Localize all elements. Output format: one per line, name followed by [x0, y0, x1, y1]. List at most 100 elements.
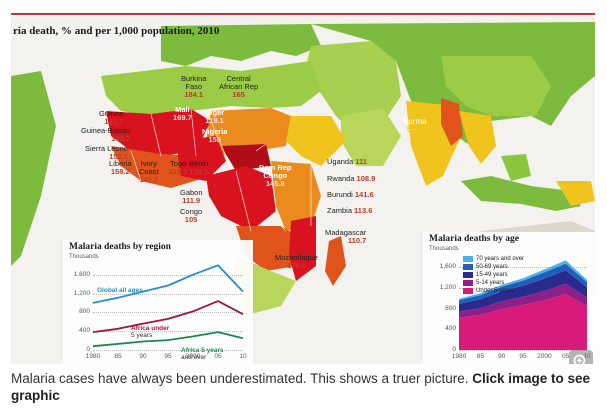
area-band-2 [459, 270, 587, 312]
gridline [93, 350, 243, 351]
x-tick-label: 05 [562, 353, 570, 360]
value-sierra-leone: 152.1 [109, 152, 128, 161]
burma-region [441, 98, 463, 146]
chart-region-svg [92, 264, 244, 348]
madagascar-region [325, 236, 346, 286]
label-rwanda: Rwanda 108.9 [327, 174, 376, 183]
y-tick-label: 0 [452, 346, 456, 353]
legend-item: 5-14 years [463, 280, 504, 286]
value-burma: 53.3 [406, 125, 423, 134]
y-tick-label: 400 [445, 325, 456, 333]
series-label-africa-5plus: Africa 5 years and over [181, 347, 224, 361]
label-sierra-leone: Sierra Leone 152.1 [85, 144, 128, 161]
series-label-africa-under5-l2: 5 years [131, 332, 153, 339]
value-liberia: 158.2 [110, 167, 130, 176]
gridline [459, 267, 587, 269]
label-liberia: Liberia 158.2 [109, 159, 132, 176]
y-tick-label: 1,600 [439, 263, 456, 271]
car-region [221, 144, 271, 171]
top-rule [11, 13, 595, 15]
east-region [271, 161, 321, 231]
legend-item: Under 5 years [463, 288, 514, 294]
x-tick-label: 90 [139, 353, 147, 360]
legend-swatch [463, 288, 473, 294]
value-benin: 138.3 [189, 167, 208, 176]
series-label-global: Global all ages [97, 287, 143, 294]
gridline [93, 274, 243, 276]
europe-region [161, 24, 321, 66]
y-tick-label: 1,200 [73, 289, 90, 297]
y-tick-label: 400 [79, 327, 90, 335]
label-uganda: Uganda 111 [327, 157, 367, 166]
value-uganda: 111 [355, 157, 367, 166]
legend-label: 5-14 years [476, 280, 505, 286]
series-label-africa-under5-l1: Africa under [131, 325, 170, 332]
y-tick-label: 800 [79, 308, 90, 316]
nigeria-region [176, 136, 226, 181]
legend-label: 15-49 years [476, 272, 508, 278]
gridline [459, 350, 587, 351]
series-line-2 [92, 331, 244, 348]
gridline [93, 293, 243, 295]
legend-item: 70 years and over [463, 256, 524, 262]
label-mozambique: Mozambique 176.1 [275, 253, 318, 270]
x-tick-label: 85 [476, 353, 484, 360]
label-zambia: Zambia 113.6 [327, 206, 373, 215]
y-tick-label: 0 [86, 346, 90, 353]
horn-region [286, 116, 346, 166]
legend-label: Under 5 years [476, 288, 514, 294]
y-tick-label: 1,200 [439, 283, 456, 291]
area-band-0 [459, 294, 587, 350]
value-madagascar: 110.7 [347, 236, 367, 245]
value-drc: 145.8 [265, 179, 285, 188]
value-burkina-faso: 184.1 [184, 90, 204, 99]
borneo-region [501, 154, 531, 181]
legend-item: 50-69 years [463, 264, 508, 270]
label-guinea-bissau: Guinea-Bissau 142.7 [81, 126, 131, 143]
label-ivory-coast: Ivory Coast 141.7 [139, 159, 159, 184]
label-burma: Burma 53.3 [403, 117, 427, 134]
sahel-east-region [206, 108, 291, 156]
series-label-global-text: Global all ages [97, 287, 143, 294]
x-tick-label: 90 [498, 353, 506, 360]
zoom-button[interactable] [569, 350, 593, 364]
zoom-in-icon [573, 354, 586, 364]
chart-age-title: Malaria deaths by age [429, 234, 519, 244]
series-line-1 [92, 300, 244, 333]
label-gabon: Gabon 111.9 [180, 188, 203, 205]
series-label-africa-5plus-l2: and over [181, 354, 207, 361]
caption: Malaria cases have always been underesti… [11, 370, 601, 404]
x-tick-label: 1980 [85, 353, 101, 360]
caption-link[interactable]: Click image to see graphic [11, 371, 591, 403]
x-tick-label: 1980 [451, 353, 467, 360]
caption-text: Malaria cases have always been underesti… [11, 371, 473, 386]
x-tick-label: 95 [164, 353, 172, 360]
series-label-africa-under5: Africa under 5 years [131, 325, 169, 339]
legend-swatch [463, 256, 473, 262]
legend-label: 50-69 years [476, 264, 508, 270]
figure-frame[interactable]: Malaria deaths by region Thousands Globa… [3, 2, 603, 403]
malaria-map[interactable]: Malaria deaths by region Thousands Globa… [11, 16, 595, 364]
x-tick-label: 10 [239, 353, 247, 360]
value-burundi: 141.6 [354, 190, 374, 199]
chart-age-svg [459, 260, 587, 350]
legend-item: 15-49 years [463, 272, 508, 278]
value-togo: 119.9 [169, 167, 188, 176]
arabia-region [341, 108, 401, 166]
x-tick-label: 95 [519, 353, 527, 360]
chart-region-panel: Malaria deaths by region Thousands Globa… [63, 240, 253, 364]
americas-region [11, 71, 56, 266]
series-line-0 [92, 264, 244, 304]
value-niger: 119.1 [205, 116, 224, 125]
value-congo: 105 [184, 215, 198, 224]
y-tick-label: 1,600 [73, 270, 90, 278]
value-mali: 169.7 [173, 113, 192, 122]
label-nigeria: Nigeria 155 [202, 127, 228, 144]
label-drc: Dem Rep Congo 145.8 [259, 163, 292, 188]
legend-label: 70 years and over [476, 256, 525, 262]
label-madagascar: Madagascar 110.7 [325, 228, 367, 245]
x-tick-label: 85 [114, 353, 122, 360]
central-region [206, 166, 276, 231]
se-asia-region [459, 111, 496, 164]
value-gabon: 111.9 [182, 196, 201, 205]
